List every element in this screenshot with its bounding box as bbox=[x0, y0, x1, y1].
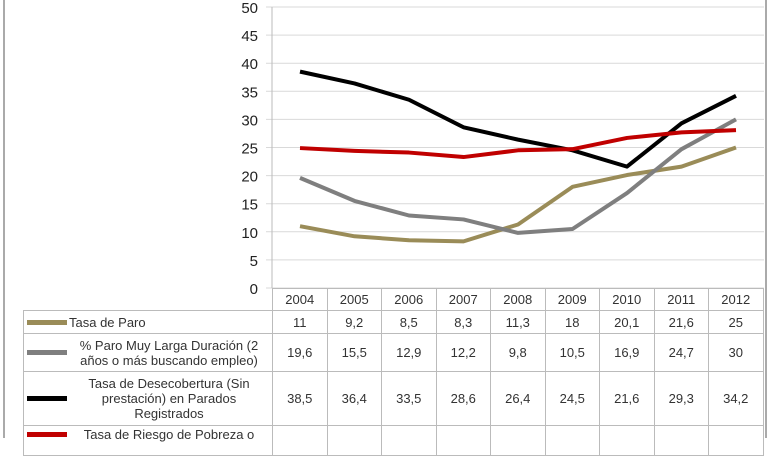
data-label: 12,2 bbox=[435, 333, 491, 372]
data-label: 24,7 bbox=[653, 333, 709, 372]
x-tick-label: 2012 bbox=[708, 288, 764, 311]
data-label: 11 bbox=[272, 310, 328, 334]
data-table: 2004 2005 2006 2007 2008 2009 2010 2011 2012 Tasa… bbox=[23, 288, 764, 456]
y-tick-label: 15 bbox=[241, 197, 258, 214]
data-label: 34,2 bbox=[708, 371, 764, 426]
legend-label: Tasa de Riesgo de Pobreza o bbox=[83, 427, 255, 443]
y-tick-label: 30 bbox=[241, 112, 258, 129]
data-label: 10,5 bbox=[544, 333, 600, 372]
legend-swatch bbox=[27, 350, 67, 355]
data-label bbox=[708, 425, 764, 456]
series-line bbox=[299, 145, 737, 244]
data-label: 19,6 bbox=[272, 333, 328, 372]
data-label: 38,5 bbox=[272, 371, 328, 426]
series-line bbox=[299, 69, 737, 169]
data-label: 8,3 bbox=[435, 310, 491, 334]
data-label: 8,5 bbox=[381, 310, 437, 334]
series-line bbox=[299, 117, 737, 235]
x-tick-label: 2009 bbox=[544, 288, 600, 311]
x-tick-label: 2007 bbox=[435, 288, 491, 311]
data-label bbox=[490, 425, 546, 456]
data-label: 21,6 bbox=[599, 371, 655, 426]
data-label: 21,6 bbox=[653, 310, 709, 334]
data-label: 11,3 bbox=[490, 310, 546, 334]
data-label: 20,1 bbox=[599, 310, 655, 334]
y-tick-label: 35 bbox=[241, 84, 258, 101]
data-label bbox=[653, 425, 709, 456]
x-tick-label: 2011 bbox=[653, 288, 709, 311]
data-label bbox=[435, 425, 491, 456]
legend-label: Tasa de Paro bbox=[69, 315, 146, 331]
legend-label: % Paro Muy Larga Duración (2 años o más … bbox=[79, 337, 259, 368]
table-row: % Paro Muy Larga Duración (2 años o más … bbox=[23, 333, 764, 372]
data-label: 33,5 bbox=[381, 371, 437, 426]
x-tick-label: 2004 bbox=[272, 288, 328, 311]
y-tick-label: 5 bbox=[250, 253, 258, 270]
legend-label: Tasa de Desecobertura (Sin prestación) e… bbox=[88, 376, 250, 421]
data-label bbox=[381, 425, 437, 456]
data-label: 16,9 bbox=[599, 333, 655, 372]
series-line bbox=[299, 128, 737, 160]
data-label: 24,5 bbox=[544, 371, 600, 426]
data-label: 12,9 bbox=[381, 333, 437, 372]
x-tick-label: 2010 bbox=[599, 288, 655, 311]
data-label: 26,4 bbox=[490, 371, 546, 426]
table-row: Tasa de Riesgo de Pobreza o bbox=[23, 425, 764, 456]
data-label: 9,8 bbox=[490, 333, 546, 372]
x-tick-label: 2006 bbox=[381, 288, 437, 311]
data-label bbox=[544, 425, 600, 456]
data-label bbox=[326, 425, 382, 456]
legend-swatch bbox=[27, 432, 67, 438]
data-label: 25 bbox=[708, 310, 764, 334]
y-tick-label: 20 bbox=[241, 169, 258, 186]
data-label bbox=[272, 425, 328, 456]
y-tick-label: 50 bbox=[241, 0, 258, 17]
data-label: 28,6 bbox=[435, 371, 491, 426]
data-label: 29,3 bbox=[653, 371, 709, 426]
data-label bbox=[599, 425, 655, 456]
x-tick-label: 2005 bbox=[326, 288, 382, 311]
table-row: Tasa de Paro 11 9,2 8,5 8,3 11,3 18 20,1 21,6 25 bbox=[23, 310, 764, 334]
data-label: 15,5 bbox=[326, 333, 382, 372]
legend-swatch bbox=[27, 396, 67, 401]
y-tick-label: 10 bbox=[241, 225, 258, 242]
x-tick-label: 2008 bbox=[490, 288, 546, 311]
chart-frame bbox=[3, 0, 767, 438]
table-row: Tasa de Desecobertura (Sin prestación) e… bbox=[23, 371, 764, 426]
y-tick-label: 45 bbox=[241, 28, 258, 45]
data-label: 18 bbox=[544, 310, 600, 334]
data-label: 30 bbox=[708, 333, 764, 372]
y-tick-label: 40 bbox=[241, 56, 258, 73]
y-tick-label: 25 bbox=[241, 141, 258, 158]
legend-swatch bbox=[27, 320, 67, 326]
data-label: 36,4 bbox=[326, 371, 382, 426]
data-label: 9,2 bbox=[326, 310, 382, 334]
